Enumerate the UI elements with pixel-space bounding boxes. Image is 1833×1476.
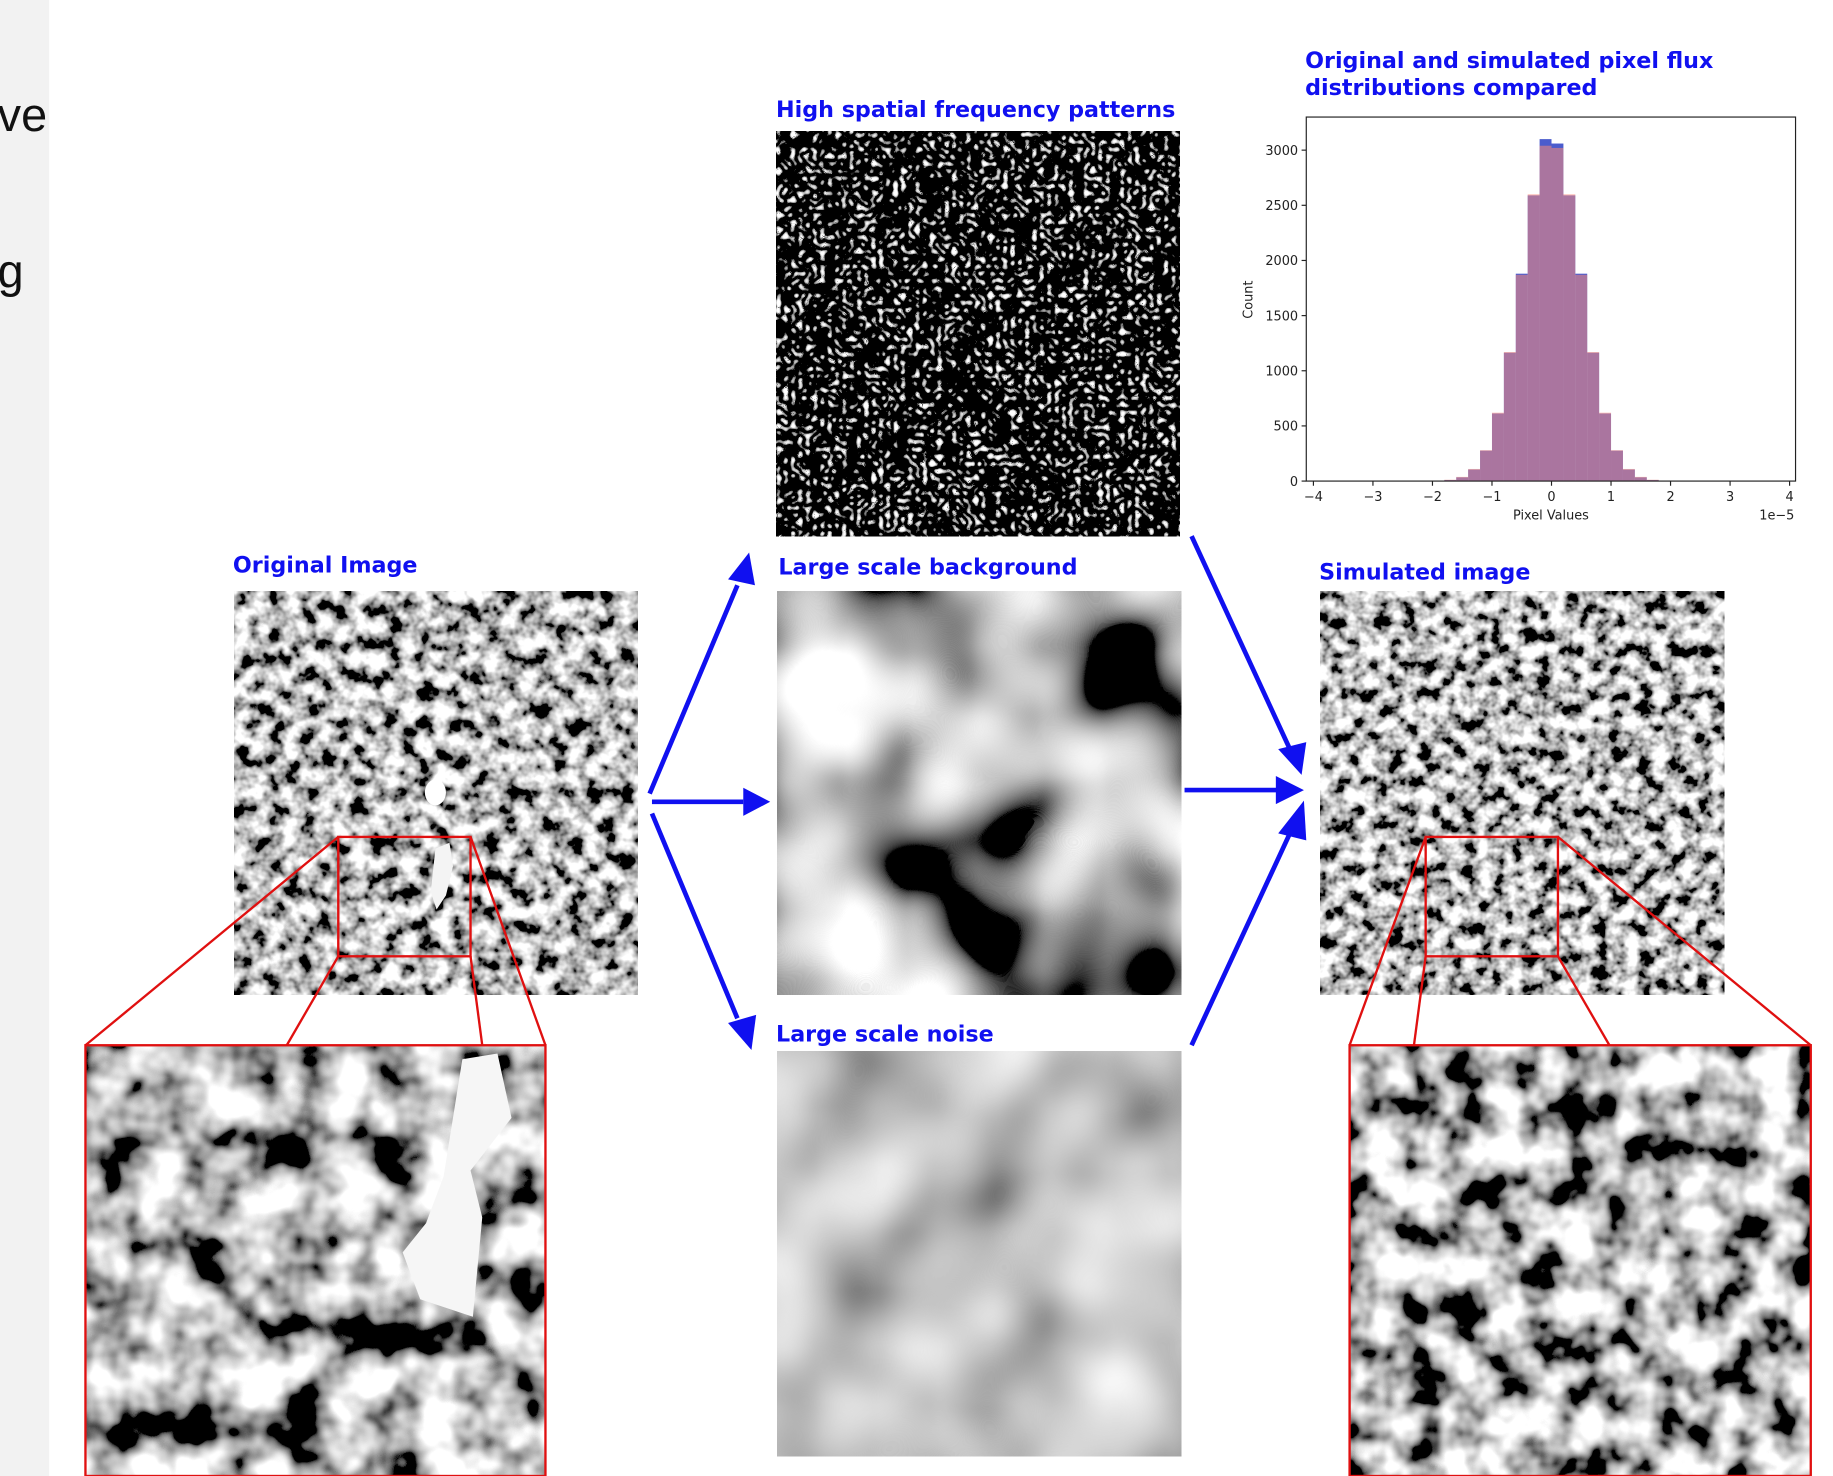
x-axis-label: Pixel Values <box>1513 509 1589 524</box>
high-freq-image <box>776 131 1180 537</box>
arrow <box>649 812 740 1020</box>
y-tick-label: 2500 <box>1265 199 1298 214</box>
background-image <box>777 591 1182 995</box>
sidebar <box>0 0 50 1476</box>
bright-source <box>430 842 453 910</box>
simulated-image <box>1320 591 1725 995</box>
hist-bar <box>1551 147 1564 482</box>
y-tick-label: 1000 <box>1265 364 1298 379</box>
hist-bar <box>1611 450 1623 482</box>
y-tick-label: 2000 <box>1265 254 1298 269</box>
arrow-head <box>728 552 755 586</box>
hist-bar <box>1444 479 1457 482</box>
arrow-head <box>728 1014 757 1050</box>
x-tick-label: 3 <box>1726 490 1734 505</box>
zoom-connector <box>469 836 547 1046</box>
hist-bar <box>1480 450 1492 482</box>
sidebar-text: g <box>0 245 24 297</box>
arrow <box>1189 535 1293 751</box>
zoom-frame <box>1348 1044 1812 1476</box>
hist-bar <box>1468 468 1481 482</box>
hist-bar <box>1527 194 1540 482</box>
hist-bar <box>1587 352 1600 482</box>
hist-bar <box>1599 412 1612 482</box>
hist-bar <box>1634 476 1647 482</box>
hist-bar <box>1515 274 1528 482</box>
arrow <box>647 584 740 795</box>
zoom-connector <box>285 955 340 1046</box>
panel-title: Simulated image <box>1319 559 1530 585</box>
histogram: Original and simulated pixel flux distri… <box>1241 48 1797 524</box>
y-axis-label: Count <box>1241 281 1256 319</box>
zoom-box <box>1424 835 1560 958</box>
y-tick-label: 3000 <box>1265 144 1298 159</box>
hist-bar <box>1456 476 1469 482</box>
hist-bar <box>1539 145 1552 482</box>
chart-title: distributions compared <box>1305 75 1597 101</box>
panel-title: Large scale noise <box>776 1022 994 1048</box>
x-tick-label: 2 <box>1666 490 1674 505</box>
x-offset-label: 1e−5 <box>1759 509 1794 524</box>
simulated-zoom <box>1349 1045 1811 1476</box>
zoom-connector <box>84 836 340 1047</box>
arrow-head <box>743 787 771 816</box>
hist-bar <box>1622 468 1635 482</box>
chart-title: Original and simulated pixel flux <box>1305 48 1713 74</box>
x-tick-label: −3 <box>1363 490 1382 505</box>
x-tick-label: 4 <box>1785 490 1793 505</box>
zoom-connector <box>1412 956 1427 1046</box>
plot-frame <box>1305 116 1797 482</box>
x-tick-label: −4 <box>1304 490 1323 505</box>
x-tick-label: −2 <box>1423 490 1442 505</box>
arrow-head <box>1275 776 1304 805</box>
arrows <box>647 535 1307 1050</box>
x-tick-label: 1 <box>1607 490 1615 505</box>
x-tick-label: 0 <box>1547 490 1555 505</box>
panel-title: High spatial frequency patterns <box>776 97 1175 123</box>
hist-bar <box>1491 412 1504 482</box>
y-tick-label: 500 <box>1274 420 1299 435</box>
y-tick-label: 1500 <box>1265 309 1298 324</box>
hist-bar <box>1563 194 1576 482</box>
zoom-frame <box>84 1044 547 1476</box>
y-tick-label: 0 <box>1290 475 1298 490</box>
arrow-head <box>1278 800 1307 841</box>
zoom-connector <box>469 956 484 1046</box>
sidebar-text: ve <box>0 89 47 141</box>
bright-source <box>402 1053 512 1317</box>
zoom-connector <box>1348 836 1427 1046</box>
noise-image <box>777 1051 1182 1457</box>
panel-title: Large scale background <box>778 555 1077 581</box>
arrow-head <box>1278 742 1307 775</box>
bright-source <box>424 779 446 806</box>
panel-title: Original Image <box>233 552 418 578</box>
hist-bar <box>1646 479 1659 482</box>
zoom-box <box>337 835 472 958</box>
x-tick-label: −1 <box>1482 490 1501 505</box>
hist-bar <box>1575 274 1588 482</box>
zoom-connector <box>1556 955 1611 1046</box>
arrow <box>1189 832 1293 1047</box>
zoom-connector <box>1557 836 1812 1047</box>
hist-bar <box>1503 352 1516 482</box>
